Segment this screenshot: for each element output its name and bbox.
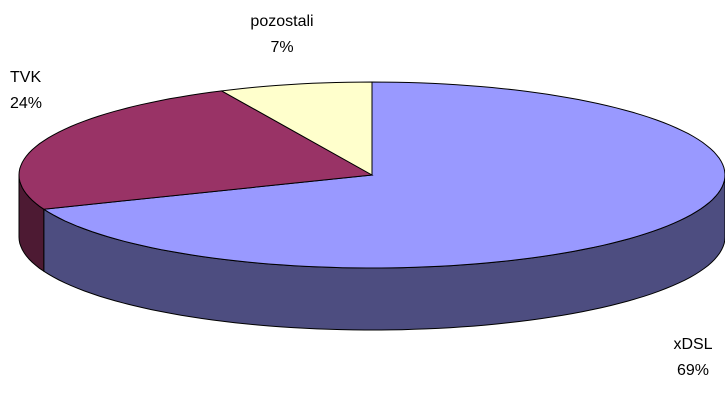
slice-value-label: 24%: [10, 95, 42, 112]
slice-value-label: 7%: [270, 39, 293, 56]
slice-value-label: 69%: [677, 362, 709, 379]
slice: [18, 90, 374, 210]
slice: [220, 81, 373, 176]
slice: [42, 81, 725, 269]
slice-label: TVK: [10, 69, 41, 86]
slice-label: xDSL: [673, 336, 712, 353]
slice-label: pozostali: [250, 13, 313, 30]
